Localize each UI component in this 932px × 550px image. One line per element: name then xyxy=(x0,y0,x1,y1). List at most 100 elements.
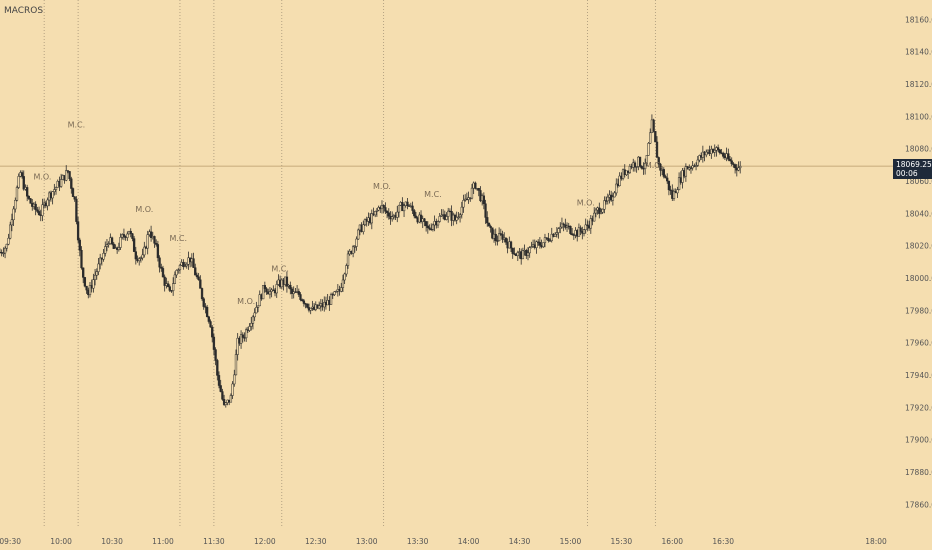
candle-body xyxy=(245,329,248,339)
candle-body xyxy=(382,205,385,208)
x-tick-label-2: 10:30 xyxy=(101,537,123,546)
candle-body xyxy=(458,214,462,218)
candle-body xyxy=(633,162,637,168)
candle-body xyxy=(345,265,348,275)
candle-body xyxy=(496,240,499,242)
candle-body xyxy=(183,265,187,267)
candle-body xyxy=(732,163,735,165)
candle-body xyxy=(126,233,129,238)
y-tick-label-3: 18100.00 xyxy=(905,112,932,121)
candle-body xyxy=(445,216,448,220)
candle-body xyxy=(513,253,516,255)
candle-body xyxy=(248,326,251,331)
candle-body xyxy=(93,274,97,280)
candle-body xyxy=(68,171,71,179)
candle-body xyxy=(263,285,266,290)
y-tick-label-9: 17980.00 xyxy=(905,306,932,315)
candle-body xyxy=(172,283,175,291)
candle-body xyxy=(649,132,652,144)
candle-body xyxy=(37,211,41,215)
candle-body xyxy=(411,205,414,211)
candle-body xyxy=(234,354,238,376)
candle-body xyxy=(733,164,737,169)
candle-body xyxy=(173,274,177,284)
candle-body xyxy=(672,191,676,199)
candle-body xyxy=(457,216,460,218)
candle-body xyxy=(275,284,278,294)
candle-body xyxy=(718,149,721,154)
candle-body xyxy=(357,229,360,240)
candle-body xyxy=(570,233,574,235)
y-tick-label-6: 18040.00 xyxy=(905,209,932,218)
candle-body xyxy=(306,303,309,308)
candle-body xyxy=(594,209,598,214)
candle-body xyxy=(102,253,105,260)
candle-body xyxy=(397,204,401,213)
candle-body xyxy=(71,188,75,197)
candle-body xyxy=(643,163,647,169)
candle-body xyxy=(155,243,158,245)
candle-body xyxy=(285,276,289,287)
candle-body xyxy=(584,224,587,230)
candle-body xyxy=(640,166,643,169)
candle-body xyxy=(521,250,525,260)
candle-body xyxy=(53,189,56,192)
candle-body xyxy=(209,321,212,328)
candle-body xyxy=(117,247,120,250)
candle-body xyxy=(477,187,480,191)
candle-body xyxy=(470,187,474,199)
candle-body xyxy=(139,257,143,259)
x-tick-label-3: 11:00 xyxy=(152,537,174,546)
macro-label-2: M.O. xyxy=(135,205,153,214)
candle-body xyxy=(141,254,144,259)
candle-body xyxy=(255,307,258,314)
candle-body xyxy=(730,160,733,165)
candle-body xyxy=(528,247,531,254)
candle-body xyxy=(54,187,58,190)
candle-body xyxy=(684,166,688,177)
candle-body xyxy=(486,217,489,224)
candle-body xyxy=(526,252,530,256)
x-tick-label-13: 16:00 xyxy=(661,537,683,546)
candle-body xyxy=(122,234,126,237)
candle-body xyxy=(146,234,149,249)
candle-body xyxy=(577,227,581,237)
candle-body xyxy=(192,258,195,268)
candle-body xyxy=(10,219,14,226)
candle-body xyxy=(353,246,356,248)
candle-body xyxy=(691,165,694,169)
candle-body xyxy=(149,231,153,238)
candles xyxy=(0,114,742,408)
candle-body xyxy=(333,291,336,295)
candle-body xyxy=(555,232,559,235)
candle-body xyxy=(414,215,418,219)
candle-body xyxy=(161,268,165,278)
macro-label-6: M.O. xyxy=(373,182,391,191)
candle-body xyxy=(413,210,416,217)
candle-body xyxy=(290,288,294,294)
candle-body xyxy=(542,242,545,248)
candle-body xyxy=(423,218,426,222)
candle-body xyxy=(406,201,409,206)
candle-body xyxy=(7,237,10,245)
candle-body xyxy=(73,196,76,200)
candle-body xyxy=(557,228,560,233)
candle-body xyxy=(582,229,586,234)
candle-body xyxy=(158,257,161,268)
candle-body xyxy=(603,200,606,210)
y-tick-label-0: 18160.00 xyxy=(905,15,932,24)
candle-body xyxy=(666,177,669,182)
candle-body xyxy=(698,155,701,161)
candle-body xyxy=(341,279,345,288)
candle-body xyxy=(258,294,261,307)
candle-body xyxy=(419,214,423,222)
candle-body xyxy=(694,165,698,167)
candle-body xyxy=(129,230,132,234)
candle-body xyxy=(301,299,304,302)
candle-body xyxy=(516,252,519,257)
candle-body xyxy=(447,210,450,217)
candle-body xyxy=(134,251,137,260)
candle-body xyxy=(219,385,222,392)
